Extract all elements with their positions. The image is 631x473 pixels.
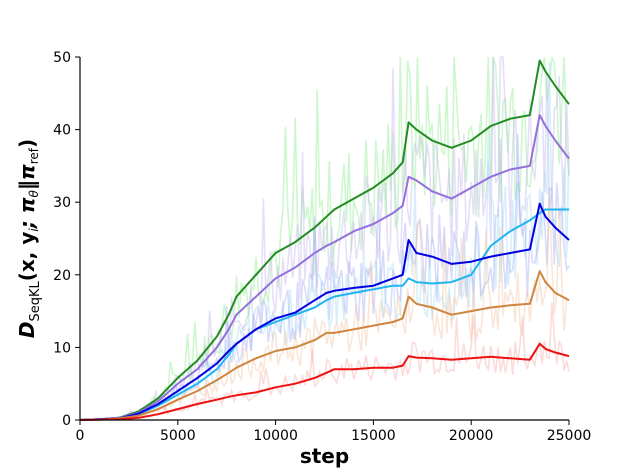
y-tick-label: 50 — [53, 50, 71, 66]
y-title-norm: ‖π — [15, 164, 39, 190]
x-ticks: 0 5000 10000 15000 20000 25000 — [76, 420, 592, 444]
y-title-i-sub: i — [27, 228, 41, 232]
y-tick-label: 40 — [53, 123, 71, 139]
y-tick-label: 10 — [53, 340, 71, 356]
y-title-close: ) — [15, 139, 39, 148]
x-axis-title: step — [300, 444, 349, 468]
x-tick-label: 25000 — [547, 428, 592, 444]
x-tick-label: 5000 — [160, 428, 196, 444]
raw-series-line-1 — [79, 56, 570, 421]
x-tick-label: 20000 — [449, 428, 494, 444]
y-title-main: D — [15, 322, 39, 339]
y-title-sep: ; π — [15, 197, 39, 229]
series-line-0 — [79, 59, 570, 421]
x-tick-label: 15000 — [351, 428, 396, 444]
y-title-sub: SeqKL — [28, 280, 43, 321]
series-line-1 — [79, 114, 570, 421]
y-ticks: 0 10 20 30 40 50 — [53, 50, 80, 429]
series-line-4 — [79, 270, 570, 421]
y-title-args: (x, y — [15, 232, 39, 282]
series-line-5 — [79, 342, 570, 421]
x-tick-label: 10000 — [253, 428, 298, 444]
x-tick-label: 0 — [76, 428, 85, 444]
y-title-ref-sub: ref — [27, 147, 41, 164]
noise-layer — [79, 56, 570, 421]
series-line-2 — [79, 208, 569, 421]
y-tick-label: 20 — [53, 268, 71, 284]
y-tick-label: 30 — [53, 195, 71, 211]
raw-series-line-0 — [80, 56, 570, 421]
axes — [79, 57, 569, 421]
y-tick-label: 0 — [62, 413, 71, 429]
series-line-3 — [79, 202, 570, 421]
y-axis-title: DSeqKL(x, yi; πθ‖πref) — [15, 139, 43, 338]
y-title-theta-sub: θ — [27, 189, 41, 197]
series-layer — [79, 59, 570, 421]
